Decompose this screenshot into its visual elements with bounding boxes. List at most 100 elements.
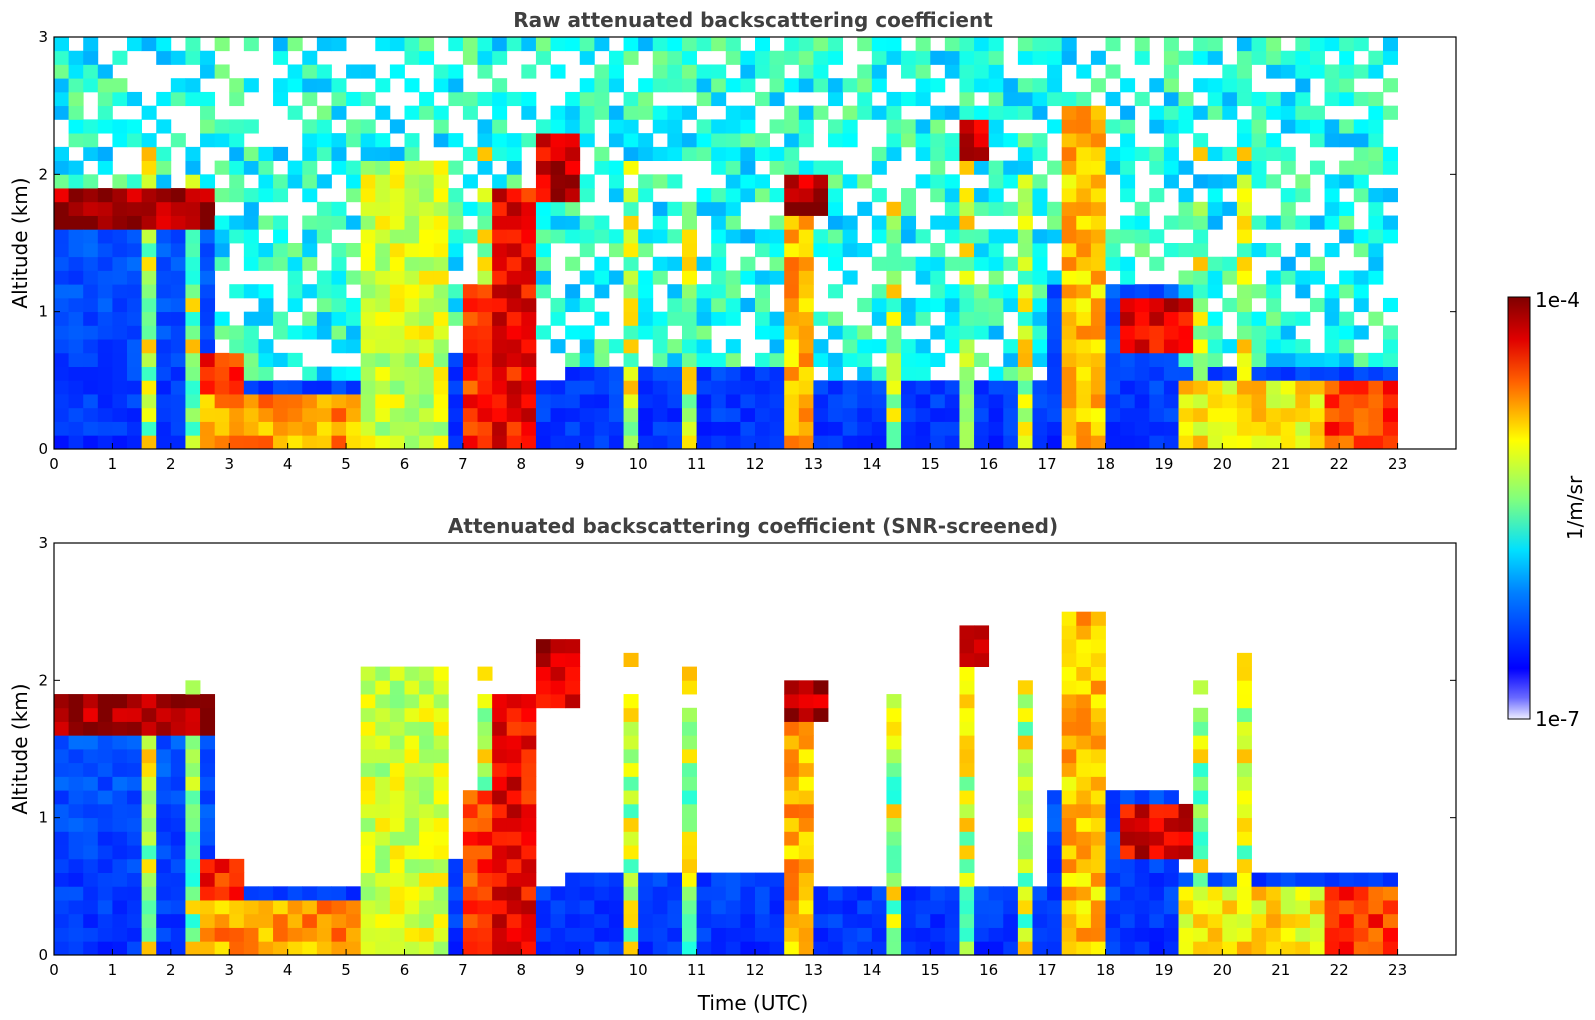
- heatmap-cell: [462, 927, 478, 942]
- heatmap-cell: [652, 37, 668, 52]
- heatmap-cell: [1061, 201, 1077, 216]
- heatmap-cell: [1353, 174, 1369, 189]
- heatmap-cell: [360, 680, 376, 695]
- heatmap-cell: [302, 146, 318, 161]
- heatmap-cell: [857, 886, 873, 901]
- heatmap-cell: [798, 243, 814, 258]
- heatmap-cell: [170, 776, 186, 791]
- x-tick-label: 18: [1096, 961, 1115, 979]
- heatmap-cell: [404, 311, 420, 326]
- heatmap-cell: [828, 284, 844, 299]
- heatmap-cell: [886, 105, 902, 120]
- heatmap-cell: [1090, 339, 1106, 354]
- heatmap-cell: [886, 311, 902, 326]
- heatmap-cell: [521, 215, 537, 230]
- heatmap-cell: [1280, 311, 1296, 326]
- heatmap-cell: [1324, 407, 1340, 422]
- heatmap-cell: [1382, 146, 1398, 161]
- heatmap-cell: [214, 133, 230, 148]
- heatmap-cell: [1222, 872, 1238, 887]
- heatmap-cell: [127, 188, 143, 203]
- heatmap-cell: [477, 435, 493, 450]
- heatmap-cell: [1295, 215, 1311, 230]
- heatmap-cell: [1368, 243, 1384, 258]
- heatmap-cell: [623, 913, 639, 928]
- heatmap-cell: [959, 50, 975, 65]
- heatmap-cell: [755, 380, 770, 395]
- heatmap-cell: [594, 941, 610, 956]
- heatmap-cell: [346, 188, 362, 203]
- x-tick-label: 21: [1271, 961, 1290, 979]
- heatmap-cell: [857, 380, 873, 395]
- heatmap-cell: [1017, 78, 1033, 93]
- heatmap-cell: [594, 91, 610, 107]
- heatmap-cell: [506, 325, 522, 340]
- heatmap-cell: [565, 694, 581, 709]
- heatmap-cell: [404, 284, 420, 299]
- heatmap-cell: [521, 352, 537, 367]
- heatmap-cell: [1163, 174, 1179, 189]
- heatmap-cell: [652, 421, 668, 436]
- heatmap-cell: [97, 380, 113, 395]
- heatmap-cell: [974, 325, 990, 340]
- heatmap-cell: [1266, 311, 1282, 326]
- heatmap-cell: [419, 776, 435, 791]
- heatmap-cell: [1090, 858, 1106, 873]
- heatmap-cell: [769, 311, 785, 326]
- heatmap-cell: [1193, 435, 1209, 450]
- heatmap-cell: [842, 174, 858, 189]
- heatmap-cell: [1076, 284, 1092, 299]
- heatmap-cell: [1017, 297, 1033, 313]
- heatmap-cell: [1207, 311, 1223, 326]
- heatmap-cell: [681, 858, 697, 873]
- heatmap-cell: [521, 721, 537, 736]
- heatmap-cell: [1324, 435, 1340, 450]
- heatmap-cell: [813, 927, 829, 942]
- heatmap-cell: [755, 325, 770, 340]
- heatmap-cell: [565, 229, 581, 244]
- heatmap-cell: [1047, 270, 1063, 285]
- heatmap-cell: [1047, 37, 1063, 52]
- heatmap-cell: [1134, 817, 1150, 832]
- heatmap-cell: [901, 64, 917, 79]
- heatmap-cell: [1061, 817, 1077, 832]
- heatmap-cell: [112, 831, 128, 846]
- heatmap-cell: [1236, 858, 1252, 873]
- heatmap-cell: [54, 776, 69, 791]
- heatmap-cell: [550, 900, 566, 915]
- heatmap-cell: [141, 790, 157, 805]
- heatmap-cell: [404, 831, 420, 846]
- heatmap-cell: [755, 872, 770, 887]
- heatmap-cell: [54, 297, 69, 313]
- heatmap-cell: [1061, 352, 1077, 367]
- heatmap-cell: [1090, 749, 1106, 764]
- heatmap-cell: [681, 845, 697, 860]
- heatmap-cell: [360, 91, 376, 107]
- heatmap-cell: [725, 927, 741, 942]
- heatmap-cell: [871, 146, 887, 161]
- heatmap-cell: [959, 297, 975, 313]
- heatmap-cell: [477, 407, 493, 422]
- heatmap-cell: [828, 256, 844, 271]
- screened-backscatter-panel: Attenuated backscattering coefficient (S…: [8, 514, 1457, 1015]
- heatmap-cell: [54, 78, 69, 93]
- heatmap-cell: [871, 256, 887, 271]
- heatmap-cell: [156, 325, 172, 340]
- heatmap-cell: [828, 91, 844, 107]
- heatmap-cell: [608, 64, 624, 79]
- heatmap-cell: [1163, 886, 1179, 901]
- heatmap-cell: [842, 325, 858, 340]
- heatmap-cell: [1339, 37, 1355, 52]
- heatmap-cell: [1251, 380, 1267, 395]
- heatmap-cell: [68, 91, 84, 107]
- heatmap-cell: [944, 64, 960, 79]
- heatmap-cell: [389, 790, 405, 805]
- heatmap-cell: [1120, 270, 1136, 285]
- heatmap-cell: [959, 380, 975, 395]
- heatmap-cell: [492, 721, 508, 736]
- heatmap-cell: [959, 721, 975, 736]
- heatmap-cell: [433, 421, 449, 436]
- heatmap-cell: [346, 243, 362, 258]
- heatmap-cell: [1222, 913, 1238, 928]
- heatmap-cell: [725, 119, 741, 134]
